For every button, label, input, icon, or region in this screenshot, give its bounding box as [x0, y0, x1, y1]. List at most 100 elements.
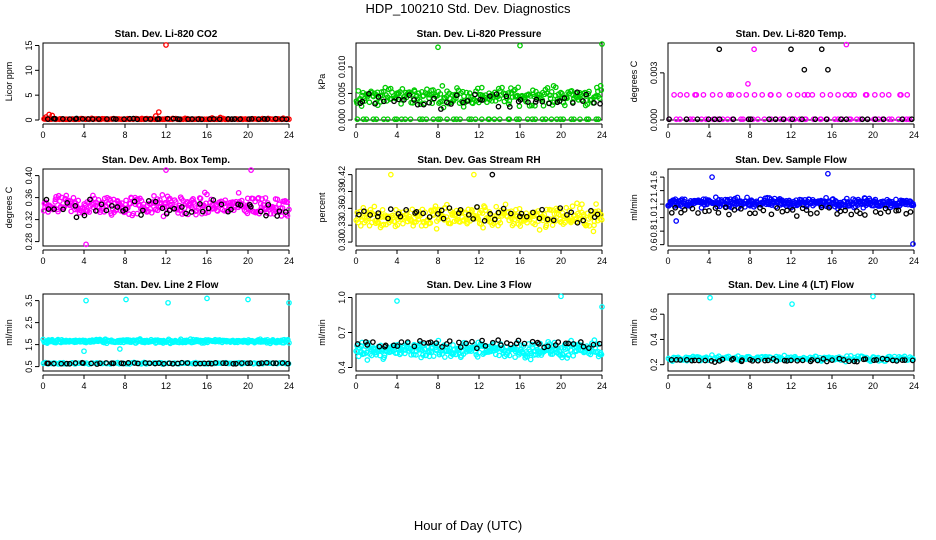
- data-point: [212, 359, 219, 366]
- data-point: [518, 210, 525, 217]
- data-point: [221, 200, 228, 207]
- x-tick-label: 12: [474, 381, 484, 391]
- data-point: [366, 99, 373, 106]
- data-point: [497, 220, 504, 226]
- data-point: [517, 42, 523, 49]
- data-point: [877, 210, 884, 217]
- data-point: [355, 88, 362, 94]
- y-axis-label: ml/min: [4, 319, 14, 346]
- data-point: [248, 116, 255, 122]
- data-point: [781, 357, 788, 364]
- data-point: [818, 204, 825, 211]
- data-point: [747, 116, 754, 123]
- data-point: [464, 98, 471, 104]
- data-point: [885, 92, 892, 98]
- data-point: [794, 92, 801, 98]
- data-point: [474, 204, 480, 210]
- x-tick-label: 12: [786, 256, 796, 266]
- x-tick-label: 20: [868, 130, 878, 140]
- panel-title: Stan. Dev. Li-820 CO2: [115, 29, 218, 40]
- data-point: [593, 116, 600, 123]
- data-point: [64, 200, 71, 206]
- data-point: [768, 92, 774, 98]
- data-point: [437, 91, 444, 97]
- data-point: [491, 116, 498, 123]
- data-point: [435, 211, 441, 217]
- data-point: [379, 207, 386, 213]
- data-point: [761, 116, 768, 123]
- main-title: HDP_100210 Std. Dev. Diagnostics: [365, 1, 571, 16]
- data-point: [731, 207, 738, 213]
- data-point: [724, 116, 731, 123]
- data-point: [583, 91, 590, 98]
- data-point: [195, 116, 202, 122]
- data-point: [558, 293, 564, 300]
- x-tick-label: 0: [665, 381, 670, 391]
- data-point: [726, 211, 732, 218]
- data-point: [505, 101, 512, 107]
- data-point: [552, 84, 559, 91]
- data-point: [466, 116, 472, 123]
- data-point: [456, 339, 462, 346]
- data-point: [786, 92, 793, 98]
- data-point: [584, 101, 591, 108]
- data-point: [853, 116, 860, 123]
- data-point: [147, 116, 154, 122]
- data-point: [498, 342, 504, 349]
- data-point: [683, 356, 690, 363]
- data-point: [414, 101, 421, 108]
- data-point: [228, 206, 234, 213]
- data-point: [274, 196, 281, 203]
- data-point: [237, 116, 243, 122]
- y-tick-label: 0.30: [337, 233, 347, 251]
- panel-title: Stan. Dev. Line 3 Flow: [427, 280, 532, 291]
- data-point: [910, 241, 916, 247]
- y-tick-label: 0.6: [649, 238, 659, 251]
- y-tick-label: 0.4: [337, 361, 347, 374]
- x-tick-label: 4: [706, 381, 711, 391]
- data-point: [45, 360, 52, 367]
- data-point: [474, 345, 480, 352]
- data-point: [541, 211, 548, 218]
- data-point: [126, 115, 133, 122]
- data-point: [570, 100, 576, 106]
- data-point: [370, 116, 377, 123]
- data-point: [375, 210, 382, 216]
- data-point: [760, 207, 767, 214]
- data-point: [695, 210, 701, 216]
- data-point: [594, 211, 601, 218]
- data-point: [482, 343, 489, 349]
- data-point: [788, 357, 794, 364]
- data-point: [430, 353, 437, 359]
- data-point: [851, 358, 858, 365]
- data-point: [757, 204, 763, 211]
- data-point: [884, 356, 890, 363]
- data-point: [478, 116, 485, 123]
- data-point: [286, 340, 292, 346]
- data-point: [596, 340, 603, 347]
- data-point: [237, 202, 244, 208]
- data-point: [489, 171, 496, 178]
- data-point: [171, 205, 178, 212]
- data-point: [356, 211, 362, 218]
- data-point: [367, 206, 374, 213]
- data-point: [404, 339, 411, 345]
- data-point: [823, 116, 830, 123]
- data-point: [86, 209, 93, 215]
- data-point: [539, 206, 545, 213]
- data-point: [842, 207, 849, 214]
- data-point: [789, 207, 796, 213]
- data-point: [515, 84, 521, 91]
- data-point: [63, 360, 70, 367]
- data-point: [420, 352, 426, 358]
- data-point: [417, 340, 424, 347]
- data-point: [259, 196, 265, 202]
- y-tick-label: 1.0: [337, 291, 347, 304]
- data-point: [416, 116, 423, 123]
- x-tick-label: 16: [827, 256, 837, 266]
- data-point: [118, 360, 125, 367]
- data-point: [780, 116, 787, 123]
- x-tick-label: 8: [122, 381, 127, 391]
- data-point: [506, 116, 513, 123]
- data-point: [576, 205, 583, 212]
